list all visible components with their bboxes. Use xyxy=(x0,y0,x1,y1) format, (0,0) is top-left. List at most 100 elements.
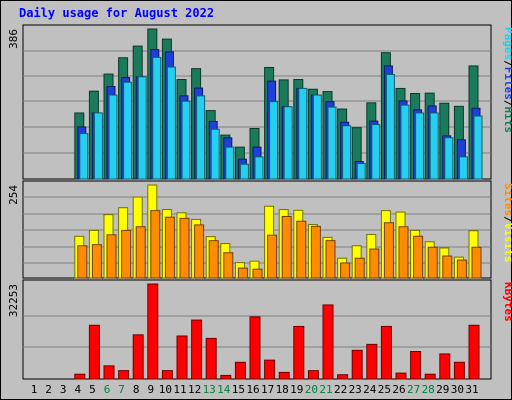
bar-pages-30 xyxy=(458,156,468,180)
bar-kbytes-13 xyxy=(205,337,217,380)
legend-entry: / xyxy=(502,216,512,223)
x-tick-label: 28 xyxy=(422,383,435,396)
bar-sites-9 xyxy=(150,210,161,279)
bar-pages-7 xyxy=(123,81,133,180)
x-tick-label: 8 xyxy=(133,383,140,396)
bar-kbytes-6 xyxy=(103,365,115,380)
x-tick-label: 5 xyxy=(89,383,96,396)
bar-kbytes-28 xyxy=(424,373,436,380)
bar-sites-17 xyxy=(267,234,278,279)
bar-pages-4 xyxy=(79,133,89,180)
bar-pages-9 xyxy=(152,56,162,180)
bar-sites-26 xyxy=(398,226,409,279)
bar-kbytes-8 xyxy=(132,334,144,380)
bar-kbytes-9 xyxy=(147,283,159,380)
bar-sites-28 xyxy=(427,246,438,279)
legend-entry: Pages xyxy=(502,27,512,60)
chart-title: Daily usage for August 2022 xyxy=(19,6,214,20)
bar-sites-16 xyxy=(252,268,263,279)
bar-sites-11 xyxy=(179,217,190,279)
y-max-label: 386 xyxy=(7,29,20,49)
x-tick-label: 24 xyxy=(363,383,377,396)
bar-pages-13 xyxy=(210,128,220,180)
bar-pages-17 xyxy=(269,101,279,180)
bar-sites-12 xyxy=(194,224,205,279)
bar-kbytes-4 xyxy=(74,373,86,380)
x-tick-label: 9 xyxy=(147,383,154,396)
bar-kbytes-24 xyxy=(366,343,378,380)
bar-pages-10 xyxy=(166,66,176,180)
bar-pages-20 xyxy=(312,94,322,180)
chart-panel-2: 254 Sites/Visits xyxy=(7,180,512,279)
x-tick-label: 15 xyxy=(232,383,245,396)
bar-kbytes-11 xyxy=(176,335,188,380)
bar-kbytes-30 xyxy=(453,361,465,380)
bar-sites-4 xyxy=(77,245,88,279)
bar-kbytes-22 xyxy=(337,374,349,380)
bar-pages-26 xyxy=(400,104,410,180)
bar-pages-14 xyxy=(225,146,235,180)
legend: Sites/Visits xyxy=(502,183,512,263)
bar-pages-5 xyxy=(93,112,103,180)
bar-pages-23 xyxy=(356,162,366,180)
bar-pages-8 xyxy=(137,76,147,180)
bar-kbytes-25 xyxy=(380,325,392,380)
x-tick-label: 13 xyxy=(203,383,216,396)
bar-sites-7 xyxy=(121,229,132,279)
bar-kbytes-12 xyxy=(191,319,203,380)
x-tick-label: 17 xyxy=(261,383,274,396)
x-tick-label: 11 xyxy=(173,383,186,396)
x-tick-label: 1 xyxy=(31,383,38,396)
bar-pages-15 xyxy=(239,163,249,180)
bar-kbytes-7 xyxy=(118,370,130,380)
legend-entry: Visits xyxy=(502,223,512,263)
bar-pages-25 xyxy=(385,73,395,180)
legend: Pages/Files/Hits xyxy=(502,27,512,133)
bar-sites-30 xyxy=(456,259,467,279)
bar-pages-18 xyxy=(283,106,293,180)
bar-sites-23 xyxy=(354,257,365,279)
bar-pages-16 xyxy=(254,156,264,180)
x-tick-label: 7 xyxy=(118,383,125,396)
x-tick-label: 30 xyxy=(451,383,464,396)
x-tick-label: 19 xyxy=(290,383,303,396)
legend-entry: Sites xyxy=(502,183,512,216)
x-tick-label: 6 xyxy=(104,383,111,396)
legend-entry: Files xyxy=(502,67,512,100)
legend-entry: Hits xyxy=(502,107,512,134)
bar-kbytes-15 xyxy=(234,361,246,380)
bar-kbytes-29 xyxy=(439,353,451,380)
x-tick-label: 27 xyxy=(407,383,420,396)
x-tick-label: 20 xyxy=(305,383,318,396)
y-max-label: 32253 xyxy=(7,284,20,317)
x-tick-label: 31 xyxy=(465,383,478,396)
x-tick-label: 16 xyxy=(246,383,259,396)
bar-sites-18 xyxy=(281,215,292,279)
bar-sites-10 xyxy=(164,216,175,279)
x-tick-label: 3 xyxy=(60,383,67,396)
x-tick-label: 10 xyxy=(159,383,172,396)
x-tick-label: 29 xyxy=(436,383,449,396)
bar-kbytes-26 xyxy=(395,372,407,380)
chart-panel-3: 32253 KBytes xyxy=(7,279,512,380)
legend: KBytes xyxy=(502,282,512,322)
x-tick-label: 23 xyxy=(349,383,362,396)
bar-sites-8 xyxy=(135,226,146,279)
bar-kbytes-18 xyxy=(278,371,290,380)
bar-pages-27 xyxy=(415,112,425,180)
bar-kbytes-19 xyxy=(293,325,305,380)
bar-kbytes-31 xyxy=(468,324,480,380)
legend-entry: / xyxy=(502,100,512,107)
bar-sites-31 xyxy=(471,246,482,279)
bar-pages-29 xyxy=(444,137,454,180)
bar-sites-20 xyxy=(310,225,321,279)
bar-sites-29 xyxy=(442,255,453,279)
bar-sites-6 xyxy=(106,234,117,279)
bar-kbytes-17 xyxy=(264,359,276,380)
bar-pages-31 xyxy=(473,115,483,180)
bar-sites-14 xyxy=(223,252,234,279)
x-tick-label: 25 xyxy=(378,383,391,396)
bar-kbytes-20 xyxy=(307,370,319,380)
